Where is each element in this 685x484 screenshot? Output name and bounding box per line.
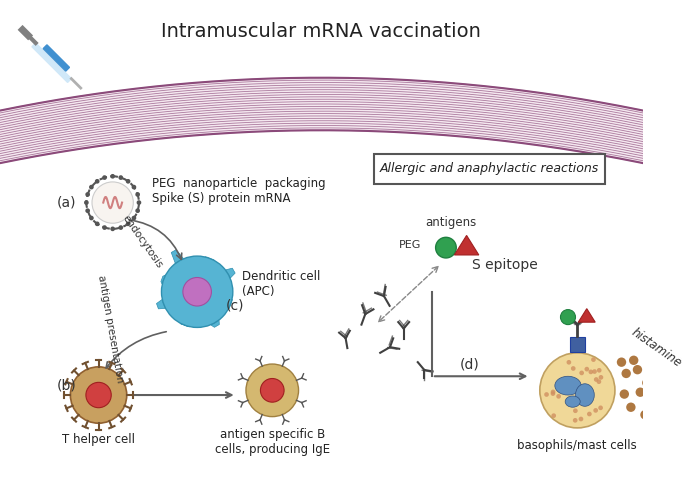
Text: antigen presentation: antigen presentation xyxy=(97,274,125,384)
Circle shape xyxy=(110,227,115,231)
Text: Dendritic cell
(APC): Dendritic cell (APC) xyxy=(242,270,321,298)
Circle shape xyxy=(636,388,645,397)
Circle shape xyxy=(89,185,94,189)
Polygon shape xyxy=(156,300,165,309)
FancyBboxPatch shape xyxy=(570,337,585,352)
Polygon shape xyxy=(181,324,189,327)
Ellipse shape xyxy=(575,384,595,406)
Circle shape xyxy=(584,367,589,371)
Circle shape xyxy=(92,182,134,223)
Circle shape xyxy=(126,222,130,226)
Text: Allergic and anaphylactic reactions: Allergic and anaphylactic reactions xyxy=(379,162,599,175)
Circle shape xyxy=(110,174,115,179)
Circle shape xyxy=(616,358,626,367)
Circle shape xyxy=(560,310,575,325)
Text: PEG  nanoparticle  packaging
Spike (S) protein mRNA: PEG nanoparticle packaging Spike (S) pro… xyxy=(152,177,325,205)
Circle shape xyxy=(598,406,603,410)
Ellipse shape xyxy=(555,376,581,395)
Polygon shape xyxy=(225,300,232,308)
Circle shape xyxy=(89,216,94,220)
Circle shape xyxy=(260,378,284,402)
Text: T helper cell: T helper cell xyxy=(62,433,135,446)
Text: (d): (d) xyxy=(460,358,480,372)
Circle shape xyxy=(544,392,549,397)
Circle shape xyxy=(86,208,90,213)
Circle shape xyxy=(649,374,659,384)
Text: (b): (b) xyxy=(56,378,76,393)
Circle shape xyxy=(597,368,601,373)
Circle shape xyxy=(621,369,631,378)
Circle shape xyxy=(436,237,456,258)
Text: endocytosis: endocytosis xyxy=(121,213,164,271)
Polygon shape xyxy=(161,275,165,284)
Circle shape xyxy=(629,356,638,365)
Circle shape xyxy=(599,375,603,380)
Circle shape xyxy=(540,353,615,428)
Text: antigen specific B
cells, producing IgE: antigen specific B cells, producing IgE xyxy=(214,428,329,456)
Circle shape xyxy=(593,369,597,374)
Text: PEG: PEG xyxy=(399,240,421,250)
Circle shape xyxy=(640,410,649,420)
Circle shape xyxy=(556,394,561,399)
Polygon shape xyxy=(43,45,69,71)
Polygon shape xyxy=(225,268,235,278)
Circle shape xyxy=(95,222,99,226)
Circle shape xyxy=(587,412,592,416)
Text: basophils/mast cells: basophils/mast cells xyxy=(517,439,637,452)
Circle shape xyxy=(579,417,584,422)
Circle shape xyxy=(588,370,593,374)
Circle shape xyxy=(86,192,90,197)
Circle shape xyxy=(633,365,642,374)
Circle shape xyxy=(136,192,140,197)
Polygon shape xyxy=(205,257,214,262)
Circle shape xyxy=(642,378,651,388)
Circle shape xyxy=(591,357,596,362)
Text: histamine: histamine xyxy=(629,326,684,370)
Circle shape xyxy=(573,408,577,413)
FancyBboxPatch shape xyxy=(373,154,605,184)
Text: Intramuscular mRNA vaccination: Intramuscular mRNA vaccination xyxy=(161,22,481,41)
Circle shape xyxy=(102,225,107,230)
Circle shape xyxy=(551,391,556,396)
Text: antigens: antigens xyxy=(425,216,476,229)
Circle shape xyxy=(119,175,123,180)
Circle shape xyxy=(132,185,136,189)
Circle shape xyxy=(593,408,598,413)
Circle shape xyxy=(566,360,571,364)
Circle shape xyxy=(626,403,636,412)
Circle shape xyxy=(246,364,299,417)
Circle shape xyxy=(594,377,599,382)
Circle shape xyxy=(597,379,601,384)
Circle shape xyxy=(86,382,111,408)
Circle shape xyxy=(119,225,123,230)
Polygon shape xyxy=(578,309,595,322)
Text: S epitope: S epitope xyxy=(472,257,538,272)
Text: (c): (c) xyxy=(225,299,244,313)
Circle shape xyxy=(648,397,657,406)
Circle shape xyxy=(95,179,99,183)
Polygon shape xyxy=(228,300,232,308)
Text: (a): (a) xyxy=(56,196,76,210)
Circle shape xyxy=(580,371,584,375)
Circle shape xyxy=(136,200,141,205)
Circle shape xyxy=(132,216,136,220)
Ellipse shape xyxy=(565,396,580,407)
Circle shape xyxy=(573,418,577,423)
Circle shape xyxy=(620,390,629,399)
Circle shape xyxy=(84,200,89,205)
Polygon shape xyxy=(0,78,643,163)
Circle shape xyxy=(551,390,556,394)
Polygon shape xyxy=(211,320,219,327)
Circle shape xyxy=(162,256,233,328)
Polygon shape xyxy=(454,235,479,255)
Circle shape xyxy=(551,413,556,418)
Circle shape xyxy=(136,208,140,213)
Circle shape xyxy=(126,179,130,183)
Circle shape xyxy=(102,175,107,180)
Circle shape xyxy=(571,366,575,371)
Circle shape xyxy=(71,367,127,423)
Circle shape xyxy=(183,277,212,306)
Polygon shape xyxy=(32,43,71,82)
Polygon shape xyxy=(171,250,184,263)
